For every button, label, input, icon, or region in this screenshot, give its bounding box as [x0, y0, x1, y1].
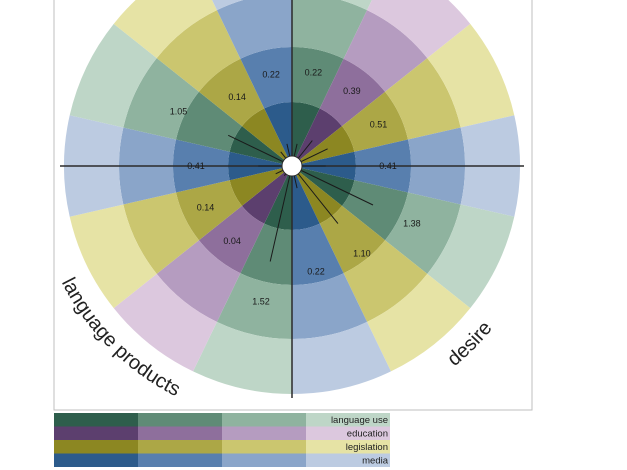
- legend-label-0: language use: [331, 415, 388, 426]
- sector-5-ring-1: [319, 205, 386, 274]
- legend-swatch-0-2: [222, 413, 306, 427]
- sector-5-ring-3: [367, 273, 471, 372]
- sector-1-ring-2: [343, 10, 428, 92]
- sector-6-ring-3: [292, 321, 391, 394]
- sector-12-ring-3: [113, 0, 217, 59]
- value-label-0: 0.22: [305, 67, 323, 77]
- value-label-2: 0.51: [370, 119, 388, 129]
- value-needle-5: [291, 165, 339, 224]
- sector-4-ring-0: [292, 166, 355, 206]
- value-label-5: 1.10: [353, 249, 371, 259]
- legend-swatch-0-1: [138, 413, 222, 427]
- sector-7-ring-3: [193, 321, 292, 394]
- sector-2-ring-1: [342, 91, 409, 152]
- value-label-9: 0.14: [197, 203, 215, 213]
- legend-swatch-0-0: [54, 413, 138, 427]
- sector-9-ring-0: [229, 166, 292, 206]
- sector-8-ring-1: [198, 205, 265, 274]
- sector-0-ring-3: [340, 0, 372, 11]
- value-label-6: 0.22: [307, 266, 325, 276]
- value-label-11: 1.05: [170, 106, 188, 116]
- sector-2-ring-0: [292, 126, 355, 166]
- legend-swatch-1-1: [138, 426, 222, 440]
- sector-11-ring-0: [229, 126, 292, 166]
- sector-4-ring-1: [342, 180, 409, 241]
- sector-13-ring-1: [240, 47, 292, 109]
- value-label-7: 1.52: [252, 297, 270, 307]
- sector-13-ring-2: [216, 0, 292, 59]
- sector-4-ring-2: [385, 192, 461, 274]
- sector-12-ring-2: [156, 10, 241, 92]
- value-label-4: 1.38: [403, 219, 421, 229]
- sector-8-ring-0: [241, 166, 292, 224]
- legend-label-1: education: [347, 429, 388, 440]
- plot-border: [53, 0, 533, 411]
- sector-2-ring-2: [385, 58, 461, 140]
- legend-label-2: legislation: [346, 442, 388, 453]
- sector-13-ring-3: [212, 0, 244, 11]
- sector-7-ring-1: [240, 223, 292, 285]
- sector-2-ring-3: [427, 23, 515, 128]
- legend-swatch-1-0: [54, 426, 138, 440]
- sector-0-ring-2: [292, 0, 368, 59]
- sector-13-ring-0: [264, 102, 292, 166]
- sector-8-ring-2: [156, 240, 241, 322]
- sector-6-ring-1: [292, 223, 344, 285]
- legend-swatch-3-1: [138, 453, 222, 467]
- value-label-13: 0.22: [262, 69, 280, 79]
- legend-swatch-2-0: [54, 440, 138, 454]
- sector-0-ring-1: [292, 47, 344, 109]
- center-hole: [281, 155, 303, 177]
- sector-0-ring-0: [292, 102, 320, 166]
- sector-12-ring-0: [241, 108, 292, 166]
- value-needle-4: [291, 165, 374, 206]
- legend-swatch-3-0: [54, 453, 138, 467]
- value-needle-11: [228, 134, 293, 167]
- sector-5-ring-2: [343, 240, 428, 322]
- legend-label-3: media: [362, 456, 389, 467]
- legend-swatch-3-3: [306, 453, 390, 467]
- legend-swatch-3-2: [222, 453, 306, 467]
- sector-11-ring-1: [175, 91, 242, 152]
- sector-4-ring-3: [427, 204, 515, 309]
- value-label-8: 0.04: [223, 236, 241, 246]
- legend-swatch-2-3: [306, 440, 390, 454]
- sector-9-ring-2: [123, 192, 199, 274]
- sector-1-ring-1: [319, 58, 386, 127]
- sector-1-ring-3: [367, 0, 471, 59]
- sector-8-ring-3: [113, 273, 217, 372]
- legend-swatch-1-2: [222, 426, 306, 440]
- sector-12-ring-1: [198, 58, 265, 127]
- legend-swatch-1-3: [306, 426, 390, 440]
- sector-5-ring-0: [292, 166, 343, 224]
- sector-6-ring-2: [292, 273, 368, 339]
- legend: language use education legislation media: [54, 413, 390, 467]
- value-label-12: 0.14: [228, 92, 246, 102]
- sector-7-ring-2: [216, 273, 292, 339]
- sector-6-ring-0: [292, 166, 320, 230]
- value-label-10: 0.41: [187, 161, 205, 171]
- sector-11-ring-3: [69, 23, 157, 128]
- legend-swatch-2-2: [222, 440, 306, 454]
- value-needle-7: [269, 165, 293, 262]
- value-label-3: 0.41: [379, 161, 397, 171]
- sector-1-ring-0: [292, 108, 343, 166]
- sector-9-ring-3: [69, 204, 157, 309]
- legend-swatch-0-3: [306, 413, 390, 427]
- sector-7-ring-0: [264, 166, 292, 230]
- value-label-1: 0.39: [343, 86, 361, 96]
- sector-9-ring-1: [175, 180, 242, 241]
- sector-11-ring-2: [123, 58, 199, 140]
- legend-swatch-2-1: [138, 440, 222, 454]
